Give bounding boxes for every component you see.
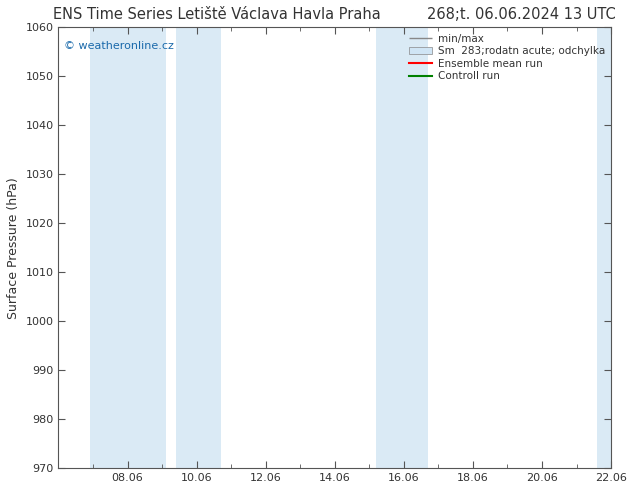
Y-axis label: Surface Pressure (hPa): Surface Pressure (hPa)	[7, 177, 20, 318]
Text: © weatheronline.cz: © weatheronline.cz	[64, 41, 174, 50]
Bar	[597, 27, 611, 468]
Legend: min/max, Sm  283;rodatn acute; odchylka, Ensemble mean run, Controll run: min/max, Sm 283;rodatn acute; odchylka, …	[406, 30, 608, 84]
Bar	[376, 27, 428, 468]
Bar	[176, 27, 221, 468]
Bar	[89, 27, 165, 468]
Title: ENS Time Series Letiště Václava Havla Praha          268;t. 06.06.2024 13 UTC: ENS Time Series Letiště Václava Havla Pr…	[53, 7, 616, 22]
